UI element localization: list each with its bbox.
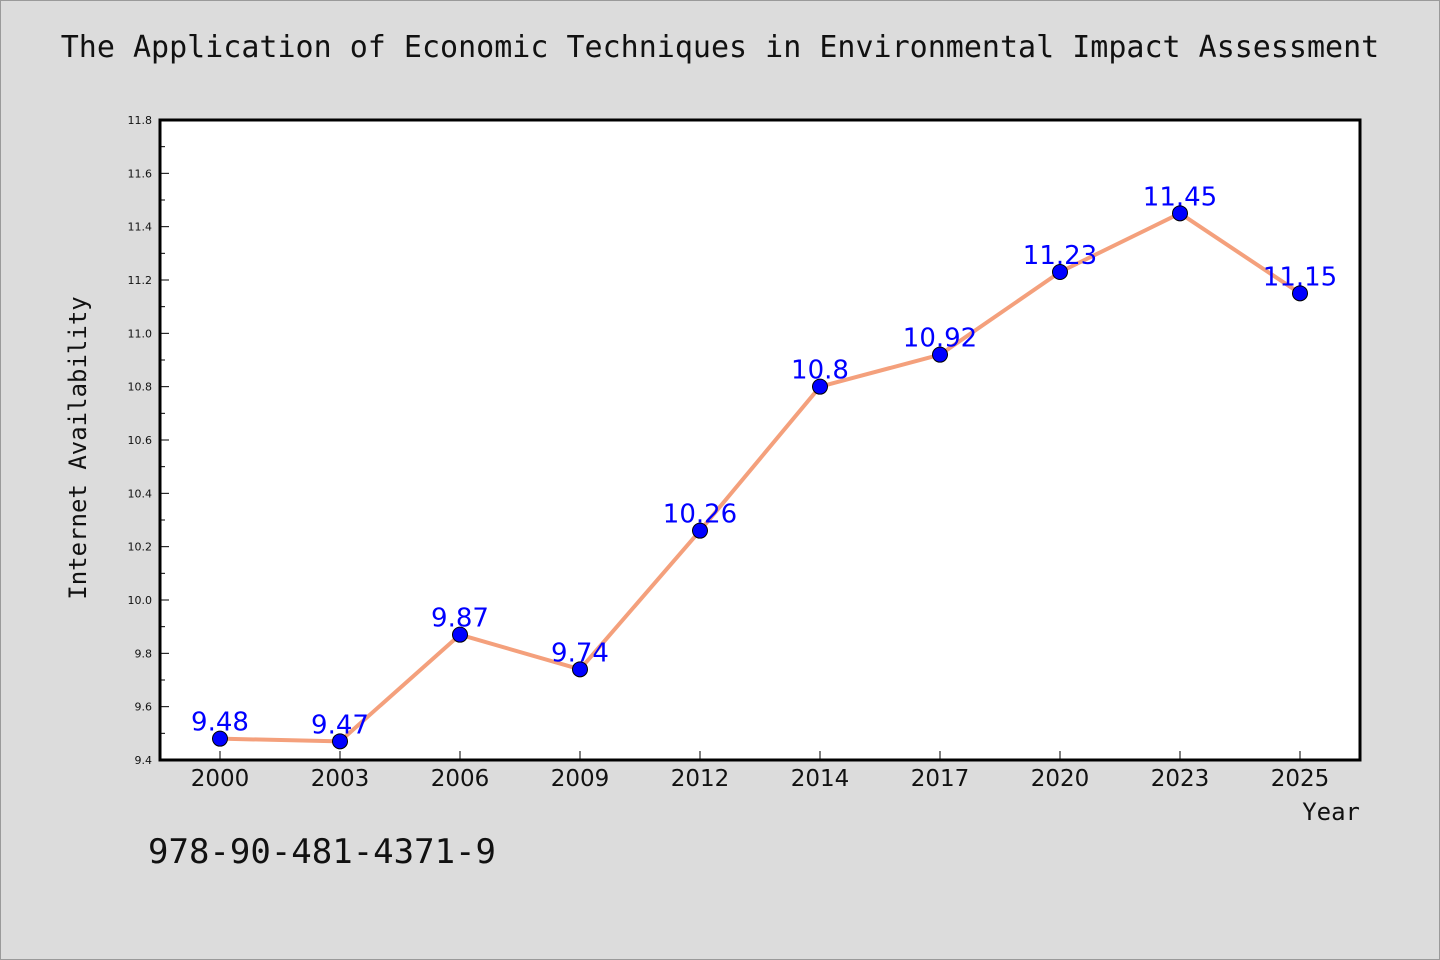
data-point	[332, 733, 348, 750]
isbn-code: 978-90-481-4371-9	[148, 832, 496, 872]
data-label: 9.74	[551, 638, 609, 668]
data-label: 9.48	[191, 708, 249, 738]
data-point	[692, 522, 708, 539]
x-axis-label: Year	[1302, 798, 1360, 826]
data-label: 11.15	[1263, 262, 1337, 292]
data-label: 10.92	[903, 324, 977, 354]
data-point	[572, 661, 588, 678]
data-point	[932, 346, 948, 363]
y-tick-label: 11.2	[128, 274, 153, 287]
data-point	[1172, 205, 1188, 222]
data-point	[812, 378, 828, 395]
y-tick-label: 10.8	[128, 381, 153, 394]
y-tick-label: 10.4	[128, 487, 153, 500]
x-tick-label: 2000	[191, 766, 250, 792]
x-tick-label: 2025	[1271, 766, 1330, 792]
x-tick-label: 2014	[791, 766, 850, 792]
x-tick-label: 2020	[1031, 766, 1090, 792]
y-tick-label: 11.0	[128, 327, 153, 340]
y-tick-label: 11.6	[128, 167, 153, 180]
series: 9.48 9.47 9.87 9.74 10.26 10.8 10.92 11.23 11.45…	[191, 182, 1337, 750]
data-label: 10.8	[791, 356, 849, 386]
y-tick-label: 11.4	[128, 221, 153, 234]
y-tick-label: 9.4	[135, 754, 153, 767]
x-tick-label: 2023	[1151, 766, 1210, 792]
x-tick-label: 2003	[311, 766, 370, 792]
data-label: 11.45	[1143, 182, 1217, 212]
y-axis-label: Internet Availability	[64, 296, 92, 599]
y-tick-label: 9.8	[135, 647, 153, 660]
data-label: 10.26	[663, 500, 737, 530]
y-axis: 9.4 9.6 9.8 10.0 10.2 10.4 10.6 10.8 11.0 11.2 11.…	[128, 114, 169, 767]
data-point	[452, 626, 468, 643]
y-tick-label: 10.0	[128, 594, 153, 607]
plot-area	[158, 118, 1362, 762]
data-point	[212, 730, 228, 747]
y-tick-label: 9.6	[135, 701, 153, 714]
x-axis: 2000 2003 2006 2009 2012 2014 2017 2020 2023 2025	[191, 751, 1330, 792]
y-tick-label: 11.8	[128, 114, 153, 127]
data-label: 9.87	[431, 604, 489, 634]
x-tick-label: 2017	[911, 766, 970, 792]
data-point	[1052, 264, 1068, 280]
y-tick-label: 10.2	[128, 541, 153, 554]
data-point	[1292, 285, 1308, 302]
y-tick-label: 10.6	[128, 434, 153, 447]
x-tick-label: 2009	[551, 766, 610, 792]
chart-title: The Application of Economic Techniques i…	[60, 30, 1380, 65]
data-label: 9.47	[311, 710, 369, 740]
data-label: 11.23	[1023, 241, 1097, 271]
x-tick-label: 2006	[431, 766, 490, 792]
x-tick-label: 2012	[671, 766, 730, 792]
series-line	[218, 211, 1302, 744]
